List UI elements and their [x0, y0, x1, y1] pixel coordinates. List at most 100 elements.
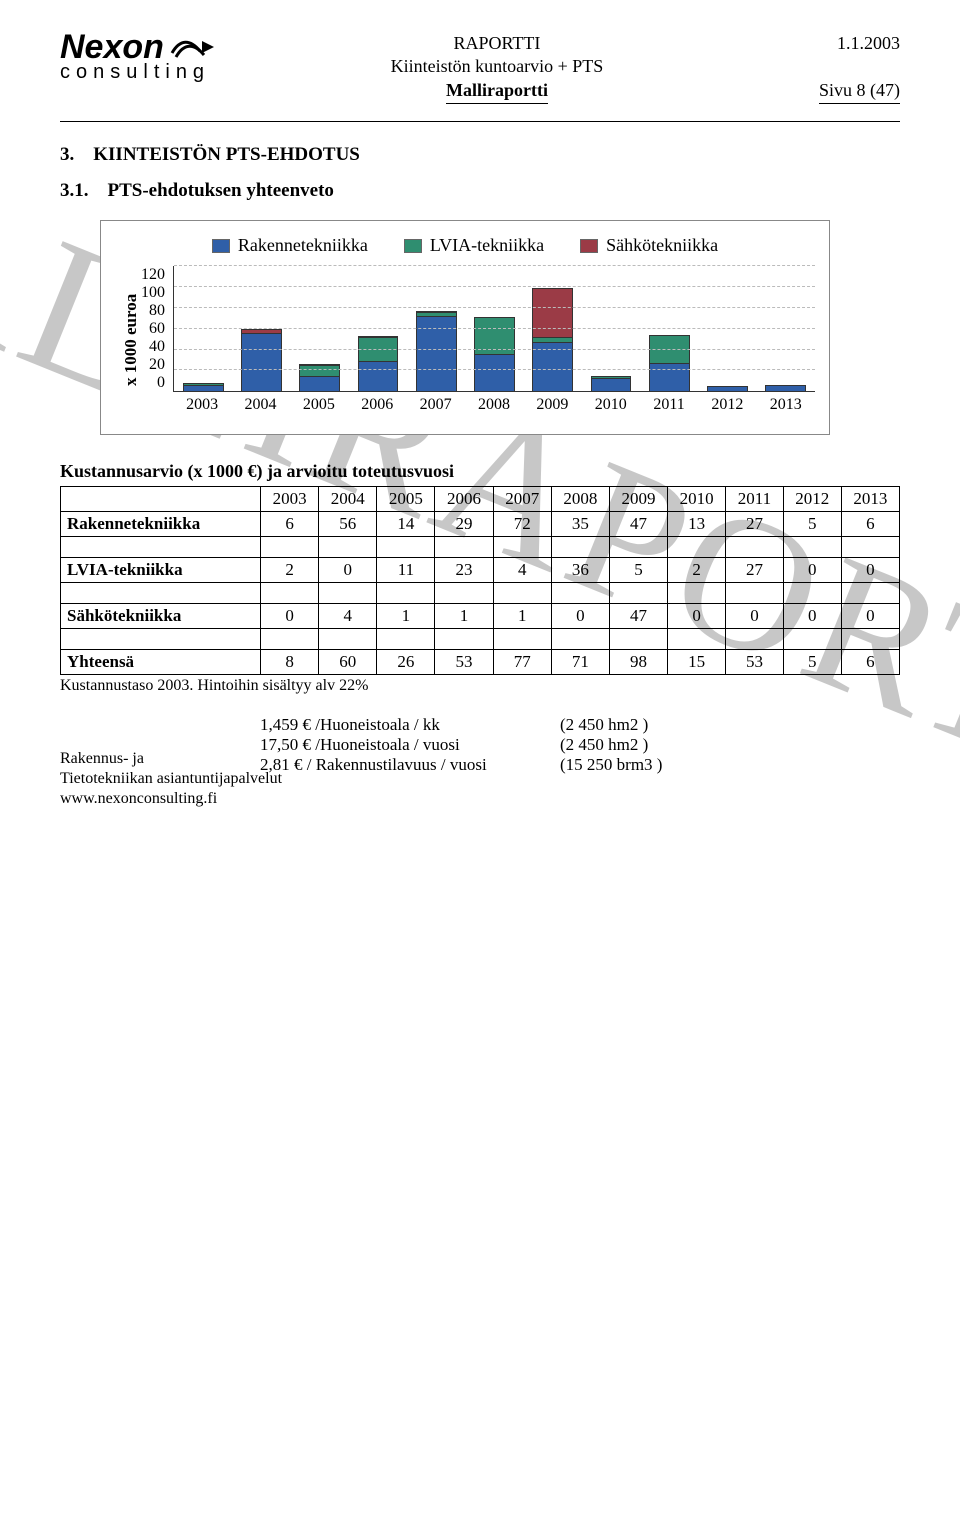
bar	[765, 385, 806, 391]
cell: 27	[726, 512, 783, 537]
cell: 2008	[551, 487, 609, 512]
ytick: 80	[141, 302, 165, 320]
row-label: Rakennetekniikka	[61, 512, 261, 537]
bar-segment	[359, 362, 398, 392]
section-num: 3.	[60, 144, 74, 165]
bar	[299, 364, 340, 391]
legend-item: Rakennetekniikka	[212, 235, 368, 256]
legend-label: Sähkötekniikka	[606, 235, 718, 256]
bar-slot	[349, 266, 407, 391]
cell: 26	[377, 650, 435, 675]
table-row: Yhteensä8602653777198155356	[61, 650, 900, 675]
bar	[532, 288, 573, 391]
logo-mark-icon	[170, 33, 214, 61]
cell: 53	[726, 650, 783, 675]
logo: Nexon consulting	[60, 30, 214, 82]
subsection-num: 3.1.	[60, 180, 89, 201]
subsection-title: 3.1. PTS-ehdotuksen yhteenveto	[60, 180, 900, 202]
cell: 15	[668, 650, 726, 675]
cell: 2007	[493, 487, 551, 512]
bar-segment	[533, 289, 572, 337]
bar	[358, 336, 399, 391]
bar-segment	[650, 364, 689, 392]
cell: 5	[783, 512, 841, 537]
cell: 4	[493, 558, 551, 583]
table-row: Sähkötekniikka041110470000	[61, 604, 900, 629]
table-title: Kustannusarvio (x 1000 €) ja arvioitu to…	[60, 461, 900, 482]
calc-left: 17,50 € /Huoneistoala / vuosi	[260, 735, 560, 755]
cell: 29	[435, 512, 493, 537]
cell: 2	[261, 558, 319, 583]
cell: 71	[551, 650, 609, 675]
ytick: 0	[141, 374, 165, 392]
gridline	[174, 286, 815, 287]
calc-row: 17,50 € /Huoneistoala / vuosi(2 450 hm2 …	[260, 735, 900, 755]
cell: 2010	[668, 487, 726, 512]
cell: 4	[319, 604, 377, 629]
bar-slot	[698, 266, 756, 391]
xtick: 2011	[640, 392, 698, 414]
cell: 0	[668, 604, 726, 629]
cell: 5	[609, 558, 667, 583]
cell: 56	[319, 512, 377, 537]
cell: 35	[551, 512, 609, 537]
cell: 5	[783, 650, 841, 675]
cell: 6	[261, 512, 319, 537]
cell: 47	[609, 604, 667, 629]
row-label: Sähkötekniikka	[61, 604, 261, 629]
xtick: 2006	[348, 392, 406, 414]
xtick: 2009	[523, 392, 581, 414]
bar	[183, 383, 224, 391]
cell: 2006	[435, 487, 493, 512]
bar	[416, 311, 457, 391]
bar	[591, 376, 632, 392]
xtick: 2003	[173, 392, 231, 414]
cell: 27	[726, 558, 783, 583]
row-label	[61, 487, 261, 512]
chart-plot	[173, 266, 815, 392]
legend-swatch	[404, 239, 422, 253]
cell: 53	[435, 650, 493, 675]
cell: 2005	[377, 487, 435, 512]
gridline	[174, 307, 815, 308]
header-page: Sivu 8 (47)	[819, 79, 900, 104]
bar-slot	[582, 266, 640, 391]
bar-slot	[291, 266, 349, 391]
bar-segment	[592, 379, 631, 392]
logo-sub: consulting	[60, 62, 214, 82]
bar-slot	[407, 266, 465, 391]
pts-chart: Rakennetekniikka LVIA-tekniikka Sähkötekni…	[100, 220, 830, 435]
cell: 13	[668, 512, 726, 537]
cell: 77	[493, 650, 551, 675]
bar-segment	[708, 387, 747, 391]
legend-label: LVIA-tekniikka	[430, 235, 544, 256]
ytick: 60	[141, 320, 165, 338]
cell: 0	[841, 604, 899, 629]
xtick: 2013	[757, 392, 815, 414]
bar-slot	[232, 266, 290, 391]
cell: 6	[841, 650, 899, 675]
cell: 2013	[841, 487, 899, 512]
chart-ylabel: x 1000 euroa	[115, 266, 141, 414]
cost-table: 2003200420052006200720082009201020112012…	[60, 486, 900, 675]
bar	[649, 335, 690, 391]
cell: 0	[726, 604, 783, 629]
xtick: 2007	[406, 392, 464, 414]
cell: 1	[377, 604, 435, 629]
header-rule	[60, 121, 900, 122]
cell: 2	[668, 558, 726, 583]
header-center: RAPORTTI Kiinteistön kuntoarvio + PTS Ma…	[214, 30, 780, 104]
calc-left: 1,459 € /Huoneistoala / kk	[260, 715, 560, 735]
row-label: LVIA-tekniikka	[61, 558, 261, 583]
calc-left: 2,81 € / Rakennustilavuus / vuosi	[260, 755, 560, 775]
bar-segment	[533, 343, 572, 391]
ytick: 100	[141, 284, 165, 302]
gridline	[174, 328, 815, 329]
calc-right: (15 250 brm3 )	[560, 755, 760, 775]
xtick: 2008	[465, 392, 523, 414]
cell: 0	[783, 558, 841, 583]
cell: 23	[435, 558, 493, 583]
calc-row: 2,81 € / Rakennustilavuus / vuosi(15 250…	[260, 755, 900, 775]
bar	[707, 386, 748, 391]
cell: 6	[841, 512, 899, 537]
